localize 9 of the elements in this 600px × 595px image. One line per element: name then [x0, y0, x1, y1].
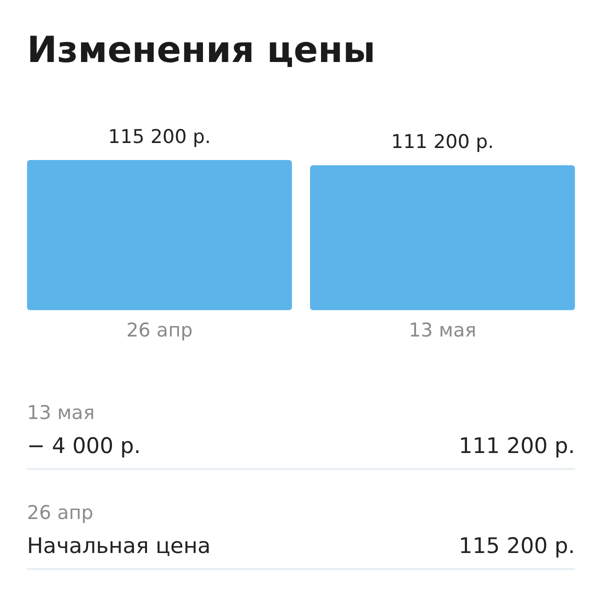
text: 111 200 р.: [458, 433, 575, 461]
text: 115 200 р.: [458, 533, 575, 561]
text: − 4 000 р.: [27, 433, 141, 461]
text: Начальная цена: [27, 533, 211, 561]
text: 13 мая: [27, 402, 95, 424]
data-label: 115 200 р.: [108, 126, 211, 148]
data-label: 111 200 р.: [391, 131, 494, 154]
chart-title: Изменения цены: [27, 29, 376, 73]
text: 26 апр: [27, 502, 94, 524]
